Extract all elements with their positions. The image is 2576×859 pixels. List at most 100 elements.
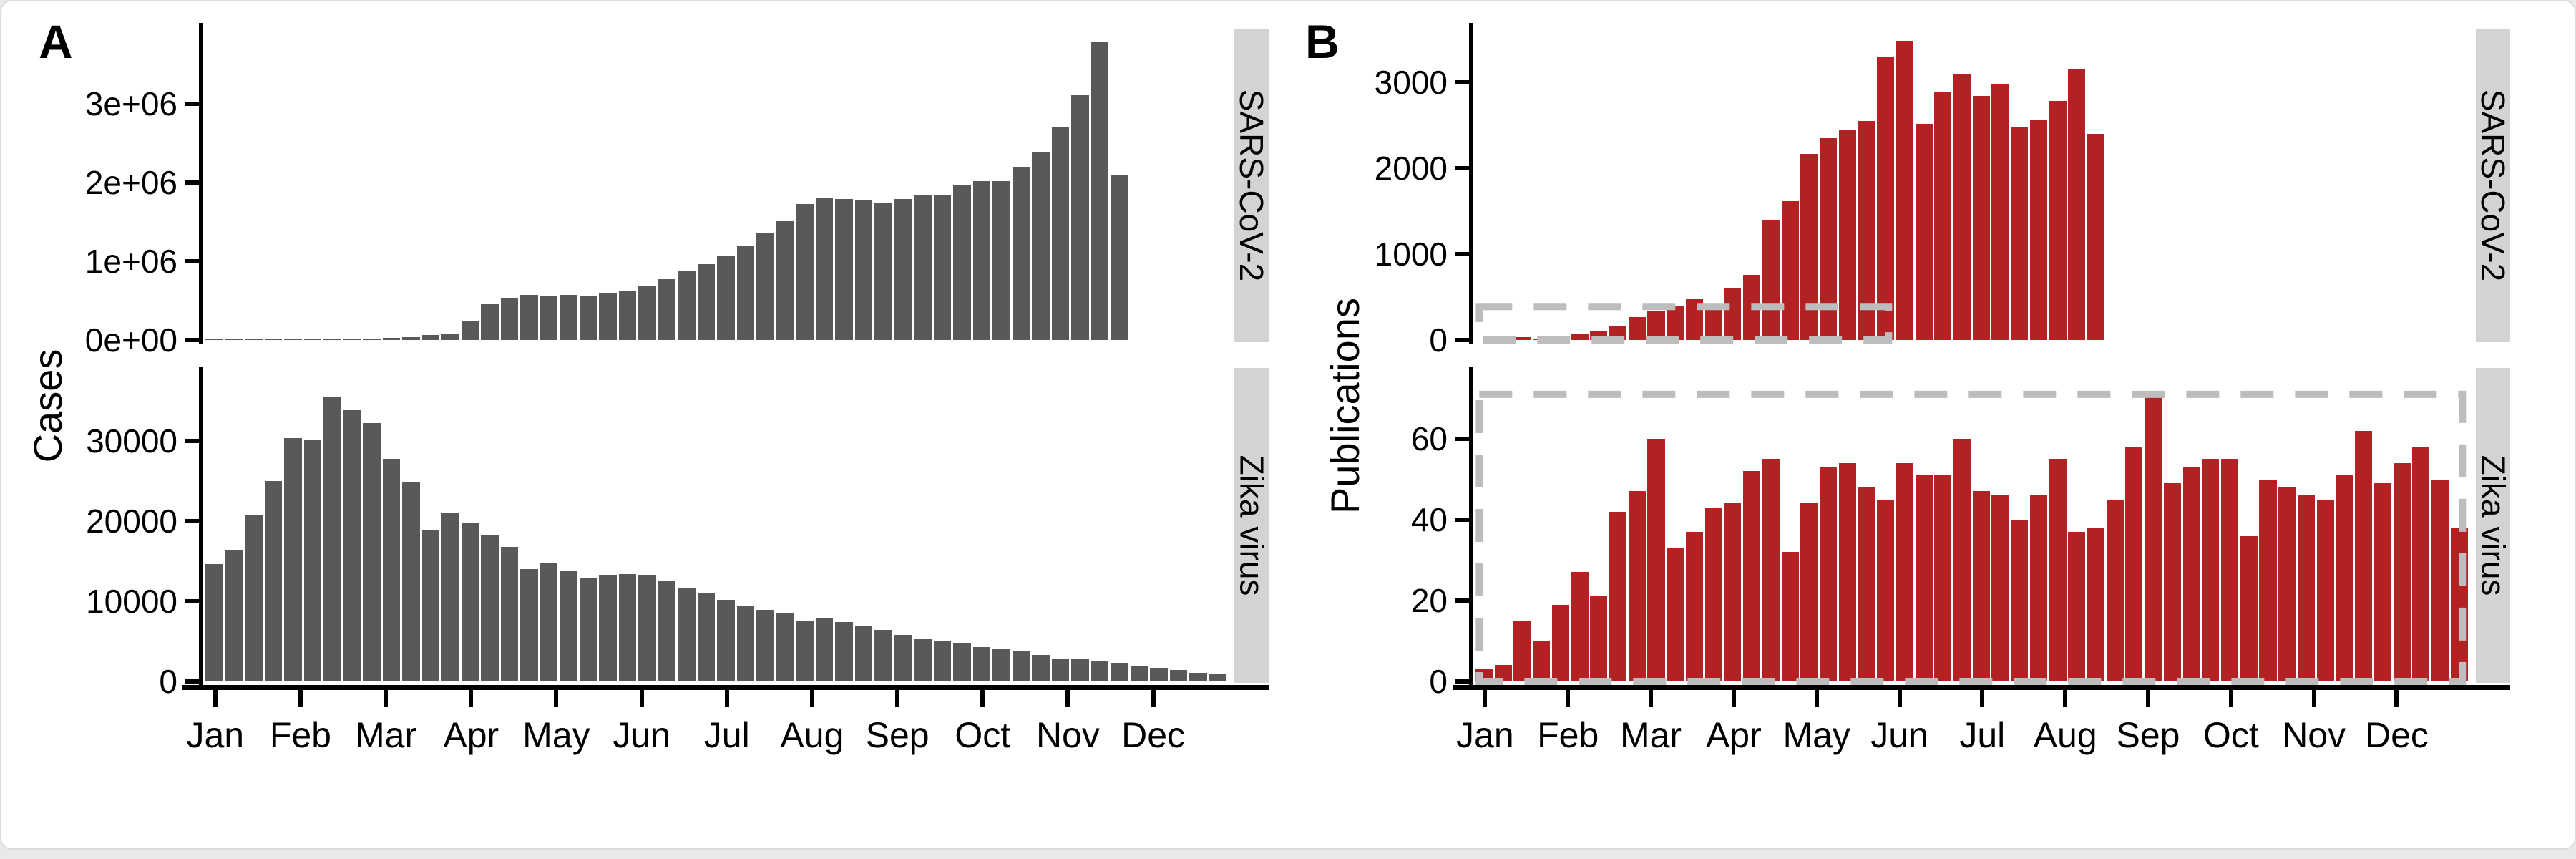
- bar: [579, 296, 597, 340]
- bar: [2373, 483, 2391, 681]
- bar: [284, 437, 302, 681]
- x-tick-mark: [213, 690, 218, 707]
- bar: [1877, 57, 1895, 340]
- chart-sars-cov-2-cases: [205, 25, 1229, 340]
- bar: [2202, 459, 2220, 681]
- y-tick-label: 1e+06: [84, 243, 177, 280]
- y-tick-mark: [185, 679, 199, 684]
- bar: [1858, 121, 1875, 340]
- bar: [992, 649, 1010, 681]
- bar: [1991, 84, 2009, 340]
- month-label: Apr: [1705, 715, 1762, 755]
- bar: [815, 198, 834, 340]
- bar: [1972, 96, 1990, 340]
- y-tick-mark: [185, 180, 199, 185]
- bar: [914, 639, 932, 681]
- bar: [1800, 153, 1818, 340]
- x-tick-mark: [1566, 690, 1571, 707]
- x-tick-mark: [1897, 690, 1902, 707]
- bar: [225, 550, 243, 681]
- y-tick-mark: [1455, 338, 1469, 342]
- x-tick-mark: [639, 690, 644, 707]
- y-tick-mark: [185, 519, 199, 523]
- x-tick-mark: [2394, 690, 2399, 707]
- bar: [461, 523, 479, 681]
- x-tick-mark: [1649, 690, 1654, 707]
- facet-strip-b-zika-virus: Zika virus: [2474, 368, 2512, 683]
- month-label: Aug: [2033, 715, 2097, 755]
- bar: [1647, 439, 1665, 681]
- y-tick-mark: [185, 338, 199, 342]
- bar: [343, 339, 361, 340]
- x-tick-mark: [1065, 690, 1070, 707]
- bar: [421, 335, 440, 340]
- y-tick-label: 0: [1429, 663, 1448, 700]
- bar: [2182, 467, 2200, 681]
- publications-axis-title: Publications: [1322, 298, 1367, 514]
- bar: [1571, 334, 1589, 340]
- bar: [1209, 674, 1227, 681]
- bar: [2068, 68, 2086, 340]
- bar: [2355, 430, 2373, 681]
- bar: [2087, 134, 2105, 340]
- bar: [1012, 167, 1030, 340]
- panel-a-top-y-axis-line: [199, 23, 203, 344]
- y-tick-label: 20: [1410, 582, 1448, 619]
- month-label: May: [522, 715, 590, 755]
- bar: [1685, 531, 1703, 681]
- y-tick-label: 3000: [1374, 64, 1448, 101]
- bar: [284, 339, 302, 340]
- bar: [874, 630, 892, 681]
- bar: [1896, 462, 1913, 681]
- bar: [1513, 337, 1531, 340]
- bar: [2240, 535, 2258, 681]
- cases-axis-title: Cases: [25, 349, 70, 463]
- bar: [1915, 475, 1933, 681]
- bar: [2068, 531, 2086, 681]
- y-tick-mark: [1455, 166, 1469, 170]
- bar: [1743, 274, 1761, 340]
- x-tick-mark: [895, 690, 900, 707]
- bar: [2125, 447, 2143, 681]
- bar: [1551, 336, 1569, 340]
- bar: [1781, 552, 1799, 681]
- bar: [678, 271, 696, 340]
- bar: [520, 295, 538, 340]
- month-label: Jul: [1959, 715, 2006, 755]
- bar: [560, 571, 577, 681]
- bar: [717, 256, 735, 340]
- bar: [520, 569, 538, 681]
- x-tick-mark: [554, 690, 559, 707]
- month-label: Feb: [269, 715, 331, 755]
- y-tick-mark: [1455, 437, 1469, 441]
- month-label: Dec: [2365, 715, 2429, 755]
- bar: [796, 203, 814, 340]
- bar: [1091, 42, 1109, 340]
- bar: [2259, 479, 2277, 681]
- bar: [1838, 462, 1856, 681]
- panel-b-label: B: [1305, 15, 1340, 68]
- bar: [835, 622, 853, 681]
- bar: [1130, 665, 1148, 681]
- month-label: Nov: [2282, 715, 2346, 755]
- bar: [363, 423, 381, 681]
- bar: [1169, 670, 1188, 681]
- month-label: Jun: [1870, 715, 1928, 755]
- month-label: Jan: [1456, 715, 1514, 755]
- panel-b-top-y-axis-line: [1469, 23, 1473, 344]
- bar: [205, 339, 223, 340]
- y-tick-label: 0: [1429, 321, 1448, 359]
- facet-strip-a-sars-cov-2-label: SARS-CoV-2: [1233, 89, 1270, 282]
- bar: [1915, 123, 1933, 340]
- y-tick-label: 10000: [86, 583, 177, 620]
- bar: [303, 339, 322, 340]
- x-tick-mark: [384, 690, 389, 707]
- bar: [697, 593, 716, 681]
- bar: [835, 199, 853, 340]
- y-tick-mark: [185, 439, 199, 443]
- bar: [2412, 447, 2430, 681]
- x-tick-mark: [2311, 690, 2316, 707]
- bar: [205, 564, 223, 681]
- bar: [1051, 658, 1070, 681]
- bar: [2336, 475, 2353, 681]
